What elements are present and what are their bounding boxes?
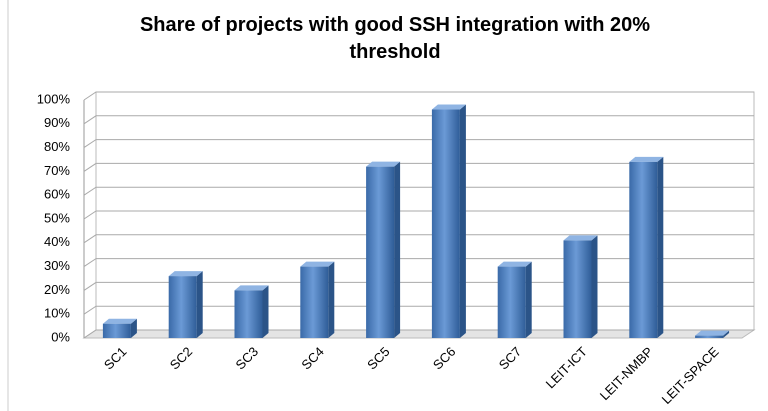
x-tick-label: SC5 bbox=[364, 344, 392, 372]
grid-line bbox=[83, 139, 754, 149]
bar bbox=[102, 318, 137, 338]
grid-line bbox=[83, 305, 754, 315]
bar-side bbox=[657, 156, 664, 338]
x-tick-label: SC7 bbox=[496, 344, 524, 372]
bar-top bbox=[431, 104, 466, 110]
x-tick-label: LEIT-ICT bbox=[543, 344, 590, 391]
bar-side bbox=[525, 261, 532, 338]
x-tick-label: LEIT-SPACE bbox=[659, 344, 722, 407]
y-tick-label: 80% bbox=[44, 139, 70, 154]
bar bbox=[563, 235, 598, 338]
grid-line bbox=[83, 258, 754, 268]
bar-front bbox=[366, 166, 395, 338]
bar bbox=[168, 271, 203, 338]
bar-front bbox=[234, 290, 263, 338]
y-tick-label: 90% bbox=[44, 115, 70, 130]
bar-front bbox=[300, 266, 329, 338]
bar-side bbox=[723, 330, 730, 338]
grid-line bbox=[83, 234, 754, 244]
bar-top bbox=[629, 156, 664, 162]
bar-side bbox=[262, 285, 269, 338]
grid-line bbox=[83, 162, 754, 172]
bar bbox=[366, 161, 401, 338]
bar-side bbox=[328, 261, 335, 338]
bar-front bbox=[431, 109, 460, 339]
y-tick-label: 60% bbox=[44, 187, 70, 202]
grid-line bbox=[83, 115, 754, 125]
y-tick-label: 0% bbox=[51, 329, 70, 344]
bar-top bbox=[234, 285, 269, 291]
grid-line bbox=[83, 329, 754, 339]
bar-front bbox=[497, 266, 526, 338]
bar-side bbox=[591, 235, 598, 338]
x-tick-label: SC1 bbox=[101, 344, 129, 372]
bar bbox=[300, 261, 335, 338]
bar-front bbox=[102, 323, 131, 338]
x-tick-label: SC6 bbox=[430, 344, 458, 372]
y-tick-label: 70% bbox=[44, 163, 70, 178]
y-tick-label: 40% bbox=[44, 234, 70, 249]
x-tick-label: SC2 bbox=[167, 344, 195, 372]
y-tick-label: 100% bbox=[37, 91, 71, 106]
y-tick-label: 10% bbox=[44, 306, 70, 321]
chart-title: Share of projects with good SSH integrat… bbox=[139, 14, 651, 63]
bar-front bbox=[563, 240, 592, 338]
bar-top bbox=[366, 161, 401, 167]
x-tick-label: SC4 bbox=[298, 344, 326, 372]
grid-line bbox=[83, 281, 754, 291]
bar-side bbox=[459, 104, 466, 339]
x-tick-label: SC3 bbox=[233, 344, 261, 372]
y-tick-label: 50% bbox=[44, 210, 70, 225]
bar-top bbox=[497, 261, 532, 267]
bar-top bbox=[168, 271, 203, 277]
bar bbox=[629, 156, 664, 338]
bar-side bbox=[394, 161, 401, 338]
bar-top bbox=[102, 318, 137, 324]
bar-side bbox=[196, 271, 203, 338]
bar bbox=[234, 285, 269, 338]
bar bbox=[695, 330, 730, 338]
bar-front bbox=[695, 335, 724, 338]
bar-top bbox=[300, 261, 335, 267]
grid-line bbox=[83, 186, 754, 196]
bar-top bbox=[563, 235, 598, 241]
bar-top bbox=[695, 330, 730, 336]
y-tick-label: 30% bbox=[44, 258, 70, 273]
bar bbox=[497, 261, 532, 338]
bar-front bbox=[168, 276, 197, 338]
bar-front bbox=[629, 161, 658, 338]
x-tick-label: LEIT-NMBP bbox=[597, 344, 656, 403]
grid-line bbox=[83, 91, 754, 101]
bar-side bbox=[130, 318, 137, 338]
bar bbox=[431, 104, 466, 339]
y-tick-label: 20% bbox=[44, 282, 70, 297]
grid-line bbox=[83, 210, 754, 220]
